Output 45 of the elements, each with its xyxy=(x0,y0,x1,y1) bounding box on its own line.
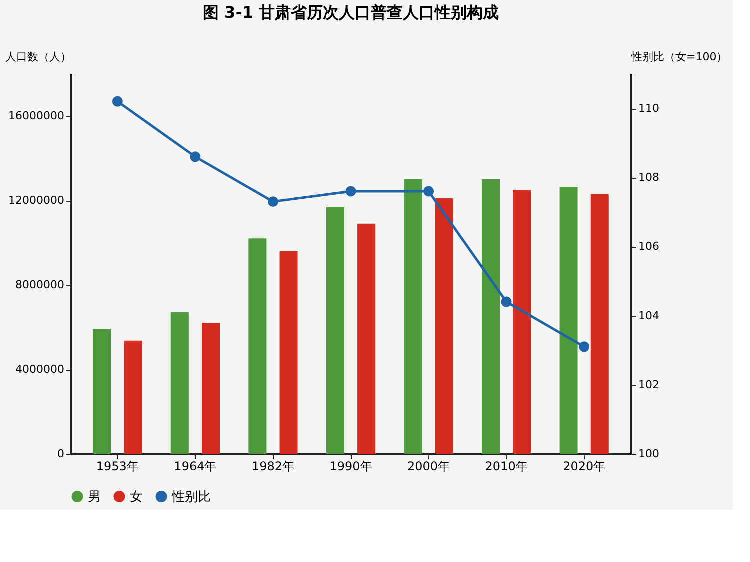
legend-label: 性别比 xyxy=(171,490,211,505)
y2-axis-title: 性别比（女=100） xyxy=(630,50,728,64)
point xyxy=(424,186,434,197)
y2-tick-label: 104 xyxy=(638,309,660,322)
x-tick-label: 1964年 xyxy=(174,460,217,474)
y2-tick-label: 106 xyxy=(638,240,660,254)
point xyxy=(190,152,201,162)
y2-tick-label: 108 xyxy=(638,171,660,184)
point xyxy=(112,96,123,107)
chart-title: 图 3-1 甘肃省历次人口普查人口性别构成 xyxy=(202,3,500,22)
bar xyxy=(358,224,376,454)
x-tick-label: 2010年 xyxy=(485,460,528,474)
y-tick-label: 4000000 xyxy=(16,363,64,376)
x-tick-label: 2000年 xyxy=(408,460,450,474)
y-axis-title: 人口数（人） xyxy=(6,50,72,64)
point xyxy=(579,342,590,352)
y-tick-label: 8000000 xyxy=(16,278,64,292)
y-tick-label: 12000000 xyxy=(8,194,64,208)
y-tick-label: 16000000 xyxy=(8,110,64,123)
legend-label: 女 xyxy=(130,490,143,505)
bar xyxy=(93,329,112,454)
point xyxy=(268,196,278,208)
bar xyxy=(404,180,422,454)
point xyxy=(501,296,512,308)
legend-label: 男 xyxy=(88,490,101,505)
y-tick-label: 0 xyxy=(58,448,64,460)
y2-tick-label: 102 xyxy=(638,378,660,392)
x-tick-label: 1982年 xyxy=(252,460,294,474)
bar xyxy=(590,194,609,454)
x-tick-label: 1953年 xyxy=(96,460,139,474)
bar xyxy=(248,238,267,454)
bar xyxy=(560,186,578,454)
x-tick-label: 1990年 xyxy=(330,460,372,474)
y2-tick-label: 100 xyxy=(638,448,660,460)
bar xyxy=(513,190,532,454)
bar xyxy=(435,198,454,454)
bar xyxy=(280,251,298,454)
bar xyxy=(326,207,344,454)
x-tick-label: 2020年 xyxy=(563,460,606,474)
point xyxy=(346,186,356,197)
bar xyxy=(202,323,220,454)
y2-tick-label: 110 xyxy=(638,102,660,116)
bar xyxy=(482,180,500,454)
bar xyxy=(170,312,189,454)
bar xyxy=(124,340,142,454)
